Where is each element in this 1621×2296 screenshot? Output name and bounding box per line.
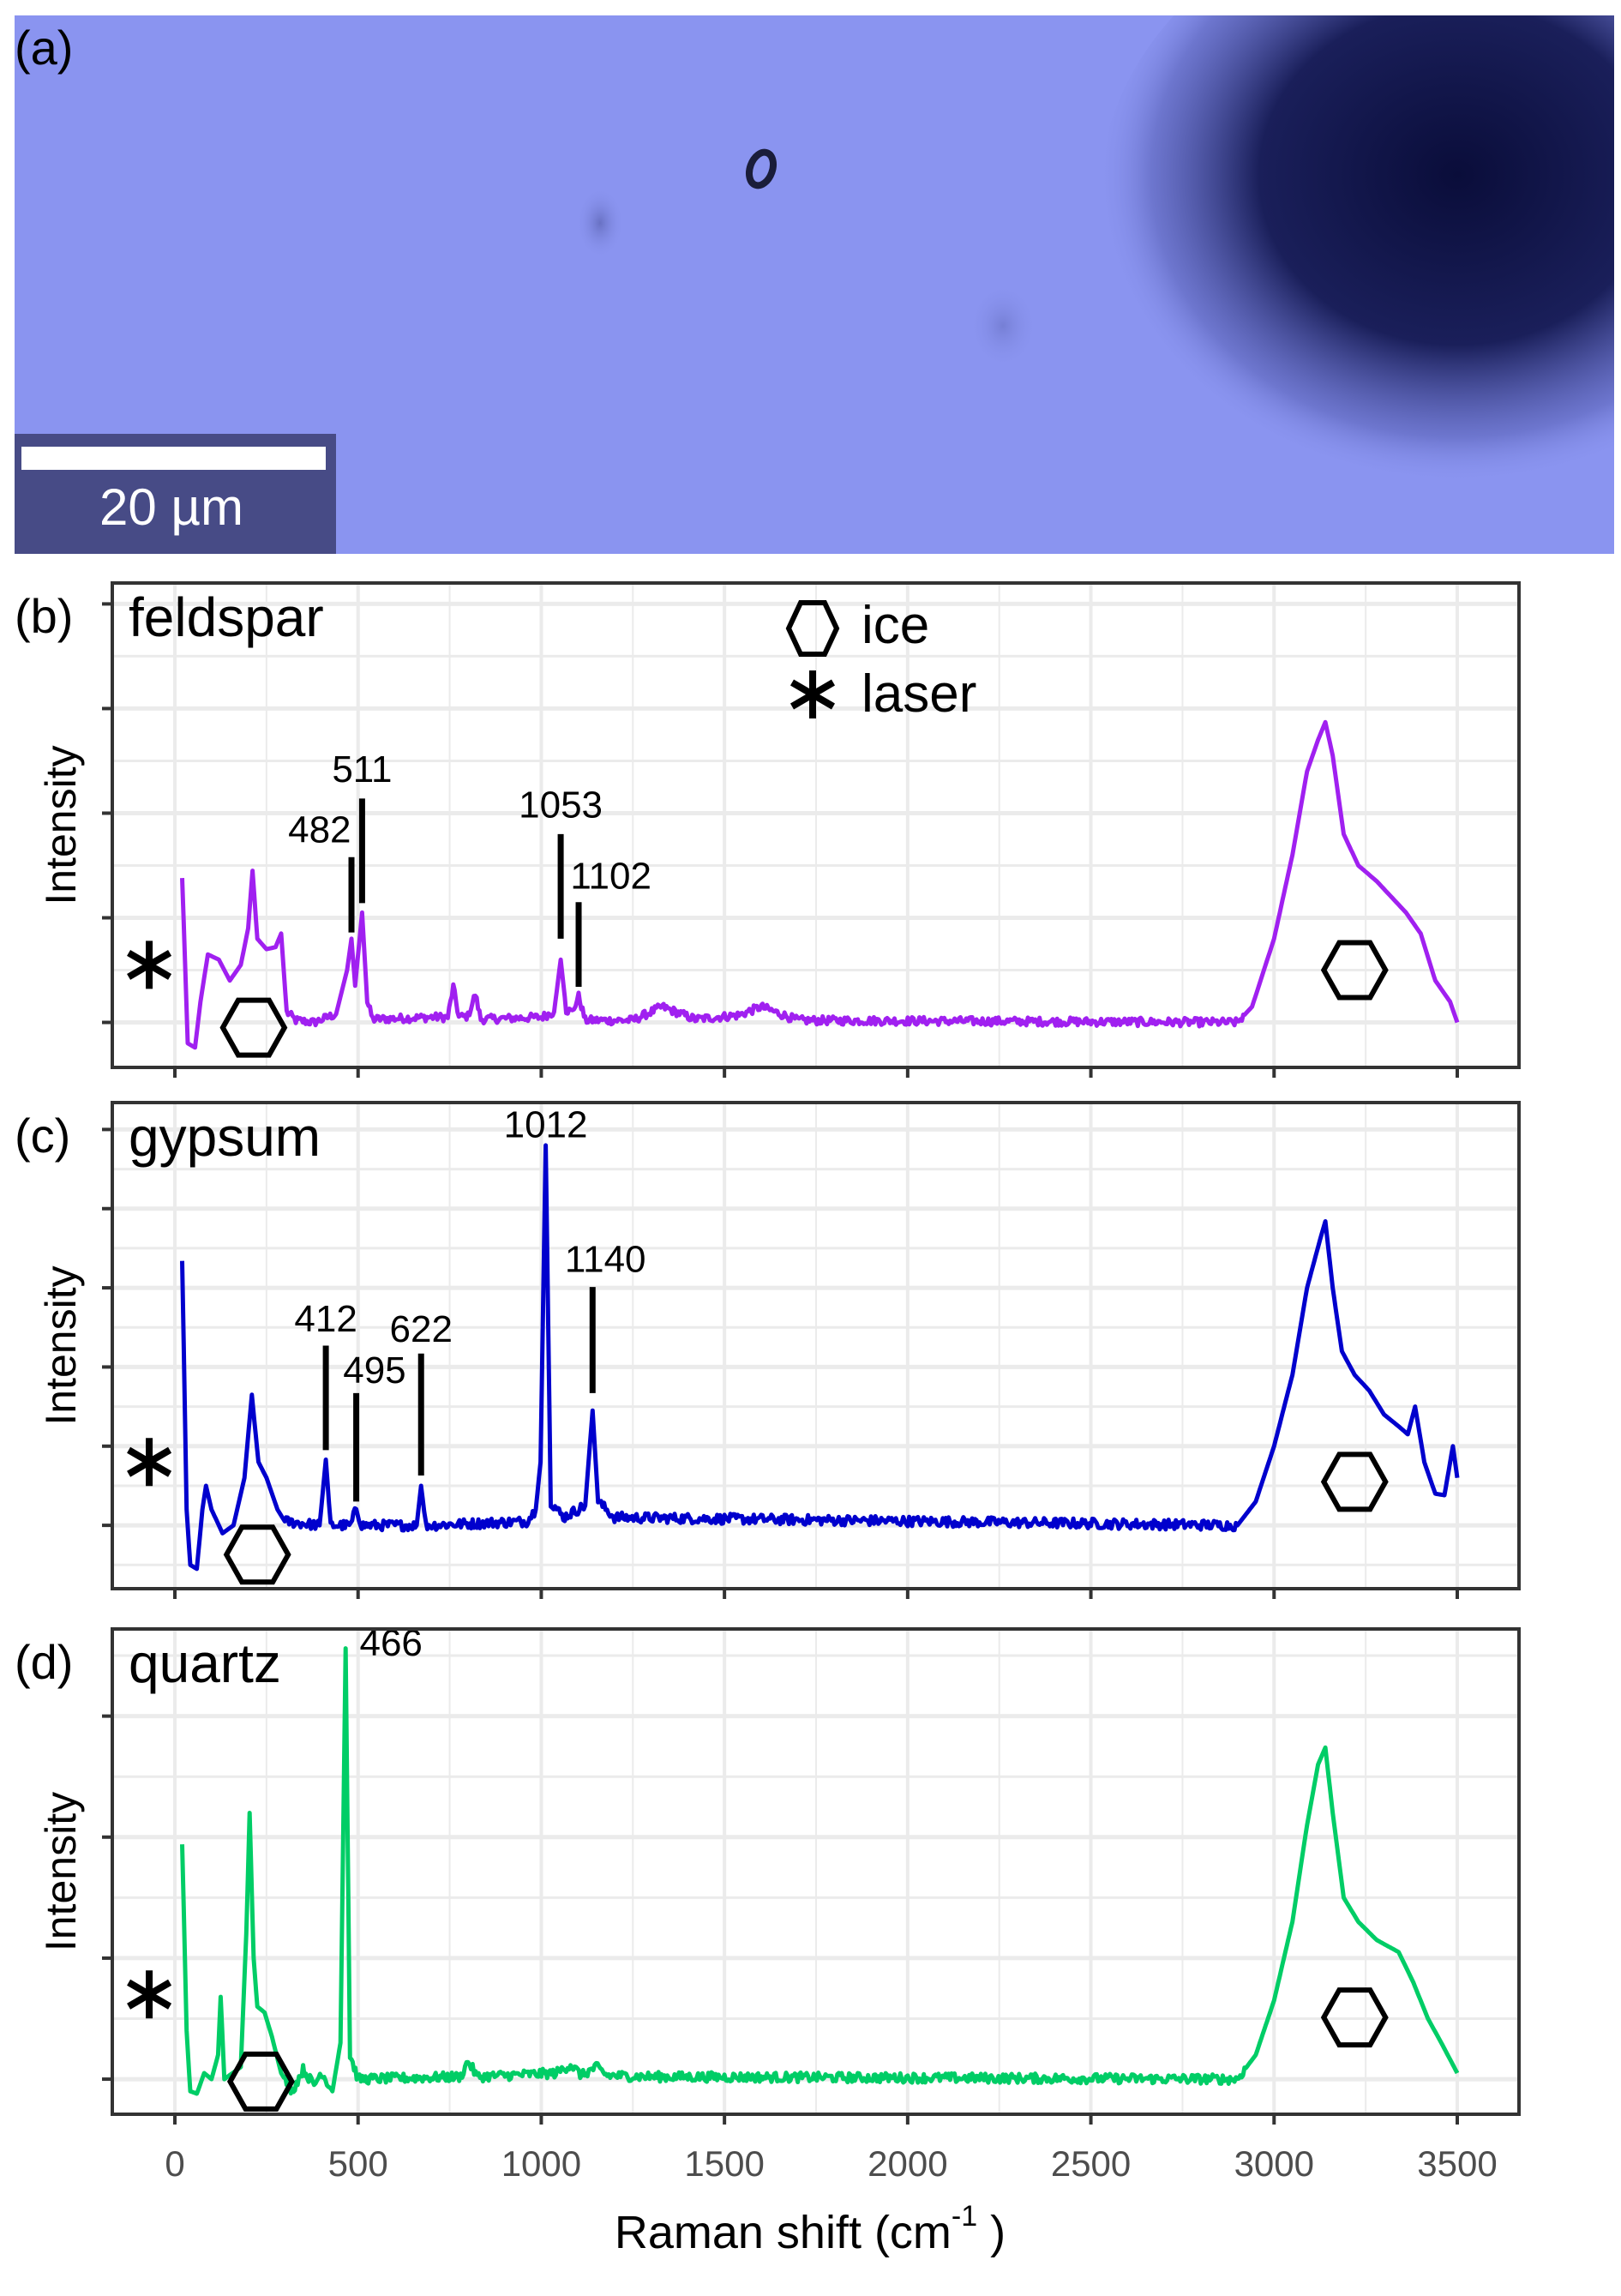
peak-annotation: 482 [288,809,355,933]
panel-label: (d) [15,1635,73,1689]
spectrum-line-gypsum [180,1143,1460,1572]
peak-label: 1053 [519,784,603,826]
hexagon-icon [227,2051,295,2112]
asterisk-icon [127,1438,172,1487]
x-tick-label: 3500 [1417,2143,1497,2184]
peak-label: 1012 [504,1104,588,1146]
hexagon-icon [1320,1987,1389,2048]
panel-border [111,1101,1521,1590]
peak-annotation: 622 [390,1308,453,1476]
peak-annotation: 511 [332,748,392,904]
x-tick-label: 0 [165,2143,184,2184]
sample-name: gypsum [129,1106,321,1168]
particle [745,148,777,189]
spectrum-line-feldspar [180,719,1460,1050]
panel-label-a: (a) [15,21,73,75]
peak-annotation: 1140 [565,1239,646,1393]
panel-label: (c) [15,1109,70,1163]
x-tick-label: 2500 [1051,2143,1131,2184]
asterisk-icon [127,1970,172,2019]
spectrum-line-quartz [180,1646,1460,2096]
hexagon-icon [223,1524,291,1585]
hexagon-icon [1320,1452,1389,1512]
peak-label: 511 [332,748,392,790]
hexagon-icon [219,997,288,1058]
peak-label: 622 [390,1308,453,1350]
peak-label: 1102 [570,855,651,897]
peak-label: 412 [294,1298,357,1340]
hexagon-icon [1320,940,1389,1001]
peak-annotation: 412 [294,1298,357,1451]
peak-label: 495 [343,1349,405,1391]
legend-label-ice: ice [862,596,929,655]
legend-label-laser: laser [862,664,976,724]
legend-item-laser: laser [789,664,976,724]
y-axis-title: Intensity [37,1792,85,1951]
legend: ice laser [785,596,976,724]
asterisk-icon [127,941,172,989]
legend-item-ice: ice [785,596,929,657]
peak-annotation: 1053 [519,784,603,939]
sample-name: feldspar [129,586,324,648]
x-tick-label: 3000 [1234,2143,1314,2184]
scale-bar-label: 20 µm [99,478,243,536]
x-tick-label: 500 [328,2143,388,2184]
peak-label: 1140 [565,1239,646,1281]
hexagon-icon [785,600,840,657]
panel-label: (b) [15,589,73,643]
peak-label: 482 [288,809,351,851]
x-tick-label: 1500 [684,2143,764,2184]
panel-border [111,1627,1521,2116]
sample-name: quartz [129,1632,281,1694]
y-axis-title: Intensity [37,1265,85,1425]
panel-border [111,581,1521,1069]
peak-annotation: 1102 [570,855,651,988]
x-axis-tick-labels: 0 500 1000 1500 2000 2500 3000 3500 [165,2143,1497,2184]
asterisk-icon [789,670,836,718]
x-tick-label: 2000 [868,2143,947,2184]
scale-bar: 20 µm [15,434,336,554]
peak-annotation: 1012 [504,1104,588,1146]
spectrum-panel-feldspar: 482 511 1053 1102 (b) feldspar Intensity [15,581,1521,1078]
y-axis-title: Intensity [37,745,85,905]
peak-annotation: 495 [343,1349,406,1502]
x-axis-title: Raman shift (cm-1 ) [615,2200,1006,2258]
x-tick-label: 1000 [501,2143,581,2184]
